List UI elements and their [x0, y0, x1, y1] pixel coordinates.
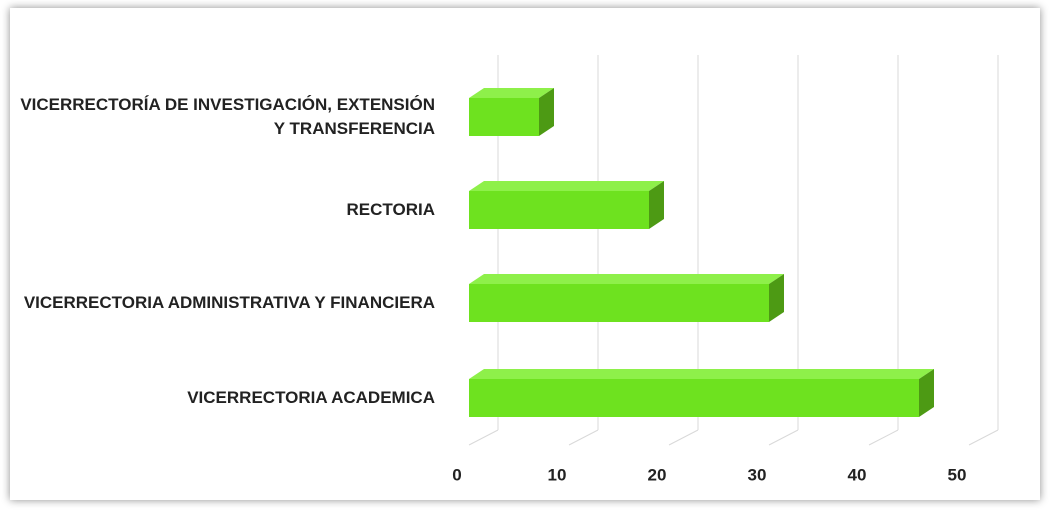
x-tick-label: 20 — [648, 465, 667, 484]
floor-line — [668, 429, 699, 446]
x-tick-label: 50 — [948, 465, 967, 484]
floor-line — [868, 429, 899, 446]
floor-line — [468, 429, 499, 446]
y-tick-label: VICERRECTORIA ACADEMICA — [187, 388, 435, 407]
bar — [469, 98, 539, 136]
x-tick-label: 30 — [748, 465, 767, 484]
x-tick-label: 0 — [452, 465, 461, 484]
x-tick-label: 40 — [848, 465, 867, 484]
x-tick-label: 10 — [548, 465, 567, 484]
floor-line — [568, 429, 599, 446]
bar — [469, 379, 919, 417]
bar-top — [469, 181, 664, 191]
y-tick-label: RECTORIA — [346, 200, 435, 219]
bar-side — [539, 88, 554, 136]
bar — [469, 191, 649, 229]
bar-top — [469, 274, 784, 284]
bar-side — [769, 274, 784, 322]
floor-line — [768, 429, 799, 446]
bar-side — [919, 369, 934, 417]
bar-top — [469, 88, 554, 98]
floor-line — [968, 429, 999, 446]
y-tick-label: VICERRECTORÍA DE INVESTIGACIÓN, EXTENSIÓ… — [20, 95, 435, 138]
bar-side — [649, 181, 664, 229]
y-tick-label: VICERRECTORIA ADMINISTRATIVA Y FINANCIER… — [23, 293, 435, 312]
bar-top — [469, 369, 934, 379]
bar — [469, 284, 769, 322]
